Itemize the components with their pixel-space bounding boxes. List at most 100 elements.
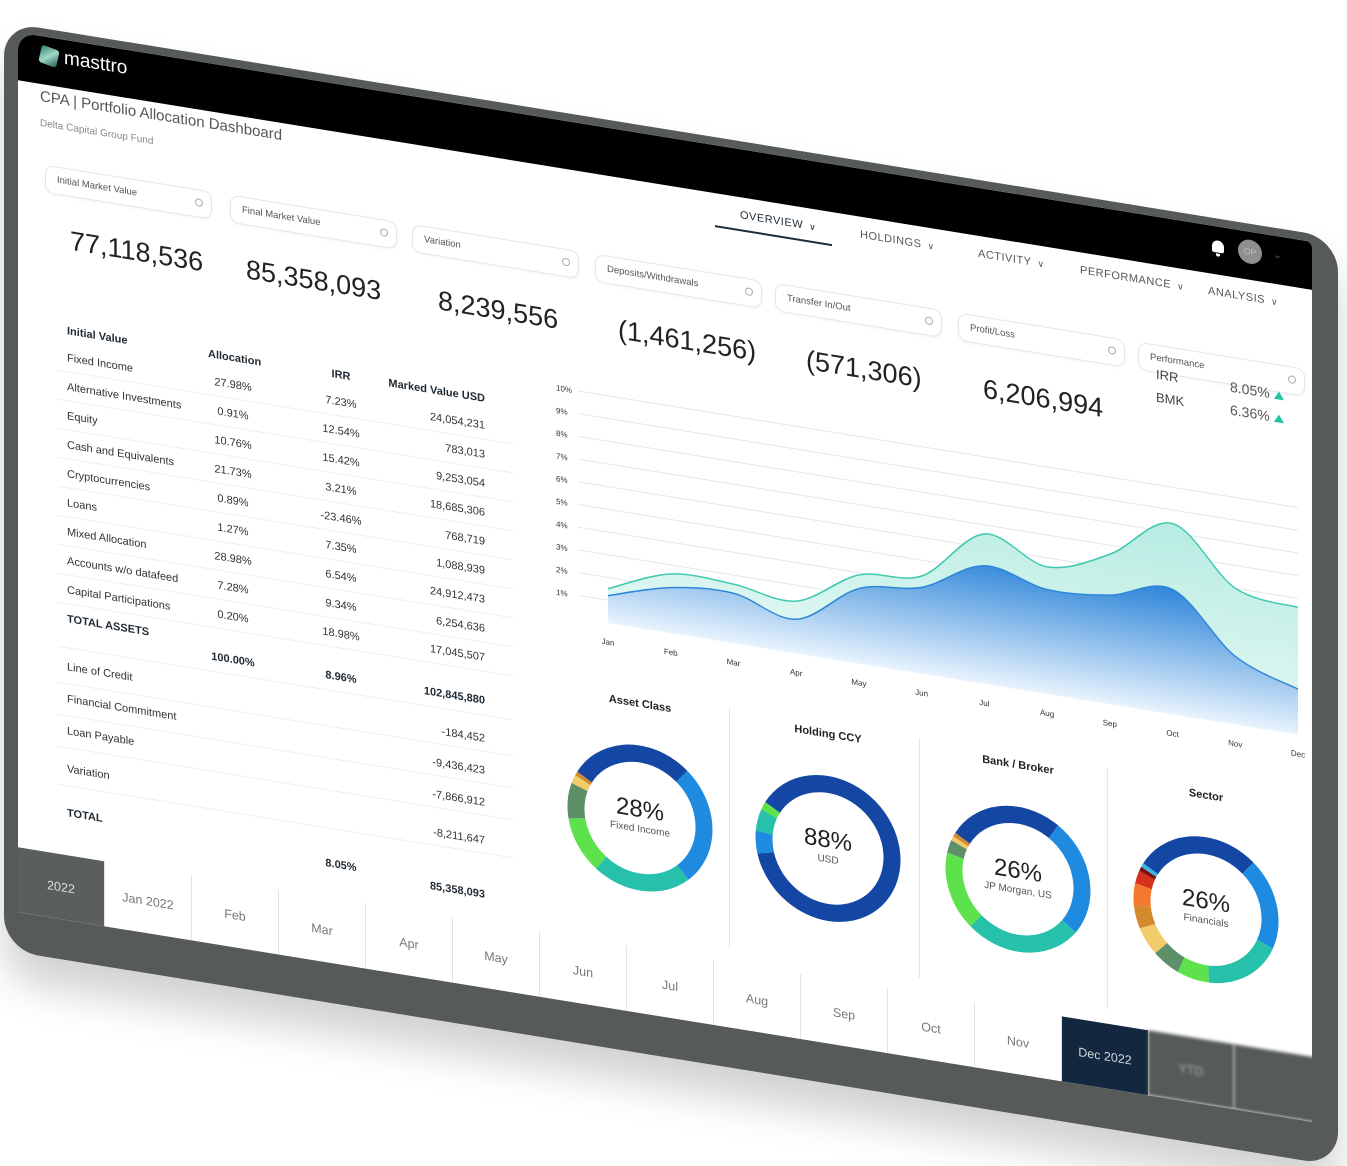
info-icon[interactable]: [380, 227, 388, 238]
kpi-value: 6,206,994: [983, 373, 1104, 424]
tab-analysis[interactable]: ANALYSIS ∨: [1208, 285, 1278, 308]
info-icon[interactable]: [1108, 345, 1116, 356]
donut-segment[interactable]: [558, 727, 722, 909]
donut-asset-class[interactable]: Asset Class 28% Fixed Income: [547, 683, 733, 953]
chevron-down-icon: ∨: [927, 240, 935, 252]
chevron-down-icon: ∨: [809, 221, 817, 233]
total-assets-allocation: 100.00%: [211, 650, 255, 670]
donut-segment[interactable]: [1124, 818, 1288, 1000]
x-tick-label: May: [851, 677, 866, 688]
period-tab[interactable]: Oct: [887, 988, 974, 1068]
y-tick-label: 6%: [556, 474, 568, 485]
period-tab[interactable]: Nov: [974, 1002, 1061, 1082]
row-irr: 6.54%: [325, 568, 357, 586]
y-tick-label: 8%: [556, 429, 568, 440]
tab-performance[interactable]: PERFORMANCE ∨: [1080, 264, 1184, 293]
period-tab[interactable]: [1234, 1044, 1312, 1122]
tab-holdings[interactable]: HOLDINGS ∨: [860, 229, 935, 253]
donut-charts: Asset Class 28% Fixed Income Holding CCY 88%…: [18, 32, 1312, 1009]
y-tick-label: 7%: [556, 452, 568, 463]
donut-segment[interactable]: [1124, 818, 1288, 1000]
row-allocation: 10.76%: [214, 434, 252, 453]
period-tab[interactable]: Jan 2022: [104, 861, 191, 941]
logo-mark-icon: [38, 44, 60, 69]
period-tab[interactable]: Jun: [539, 931, 626, 1011]
device-frame: masttro OP ⌄ CPA | Portfolio Allocation …: [4, 22, 1338, 1166]
kpi-card-5[interactable]: Profit/Loss: [958, 312, 1125, 368]
x-tick-label: Feb: [664, 647, 678, 658]
y-tick-label: 9%: [556, 406, 568, 417]
period-tab[interactable]: Apr: [365, 903, 452, 983]
donut-title: Sector: [1188, 786, 1224, 805]
kpi-value: (571,306): [806, 344, 922, 394]
info-icon[interactable]: [745, 287, 753, 297]
table-header-label: Initial Value: [67, 325, 128, 348]
info-icon[interactable]: [562, 257, 570, 267]
page-subtitle: Delta Capital Group Fund: [40, 117, 154, 148]
donut-title: Holding CCY: [794, 723, 862, 746]
chevron-down-icon[interactable]: ⌄: [1272, 248, 1282, 262]
donut-segment[interactable]: [1124, 818, 1288, 1000]
bell-icon[interactable]: [1212, 239, 1224, 254]
table-header-marked-value: Marked Value USD: [388, 377, 485, 405]
donut-segment[interactable]: [558, 727, 722, 909]
row-irr: 9.34%: [325, 597, 357, 615]
info-icon[interactable]: [1288, 374, 1296, 385]
row-divider: [58, 369, 513, 445]
trend-up-icon: [1273, 390, 1284, 401]
kpi-card-4[interactable]: Transfer In/Out: [775, 282, 942, 338]
donut-sector[interactable]: Sector 26% Financials: [1113, 775, 1299, 1045]
tab-activity[interactable]: ACTIVITY ∨: [978, 248, 1045, 271]
kpi-card-3[interactable]: Deposits/Withdrawals: [595, 253, 762, 309]
table-header-irr: IRR: [331, 368, 351, 384]
row-label: Fixed Income: [67, 352, 134, 375]
info-icon[interactable]: [195, 197, 203, 208]
row-allocation: 0.91%: [217, 405, 249, 423]
period-tab[interactable]: Jul: [626, 945, 713, 1025]
tab-overview[interactable]: OVERVIEW ∨: [740, 209, 816, 233]
dashboard-screen: masttro OP ⌄ CPA | Portfolio Allocation …: [18, 32, 1312, 1122]
performance-area-chart: 1% 2% 3% 4% 5% 6% 7% 8% 9% 10% Jan Feb Mar Apr May Jun J…: [556, 383, 1305, 759]
kpi-card-1[interactable]: Final Market Value: [230, 194, 397, 250]
liability-label: Loan Payable: [67, 725, 135, 749]
donut-segment[interactable]: [936, 788, 1100, 970]
period-tab[interactable]: Mar: [278, 889, 365, 969]
y-tick-label: 2%: [556, 565, 568, 576]
logo[interactable]: masttro: [38, 44, 127, 80]
donut-ring: [558, 727, 722, 909]
period-tab[interactable]: Feb: [191, 875, 278, 955]
y-tick-label: 3%: [556, 542, 568, 553]
tab-label: ANALYSIS: [1208, 285, 1265, 307]
gridline: [578, 390, 1298, 509]
x-tick-label: Oct: [1166, 728, 1179, 739]
donut-segment[interactable]: [936, 788, 1100, 970]
kpi-card-2[interactable]: Variation: [412, 224, 579, 280]
avatar[interactable]: OP: [1238, 237, 1262, 266]
period-tab[interactable]: 2022: [18, 847, 104, 927]
period-tab[interactable]: Dec 2022: [1061, 1016, 1148, 1096]
donut-segment[interactable]: [936, 788, 1100, 970]
row-divider: [58, 572, 513, 648]
kpi-card-0[interactable]: Initial Market Value: [45, 164, 212, 220]
top-bar: masttro OP ⌄: [18, 32, 1312, 290]
period-tab[interactable]: Aug: [713, 959, 800, 1039]
row-allocation: 7.28%: [217, 579, 249, 597]
donut-holding-ccy[interactable]: Holding CCY 88% USD: [735, 713, 921, 983]
row-irr: 12.54%: [322, 422, 360, 441]
liability-label: Variation: [67, 763, 110, 783]
donut-bank-broker[interactable]: Bank / Broker 26% JP Morgan, US: [925, 744, 1111, 1014]
series-line-0: [607, 522, 1299, 609]
row-divider: [58, 456, 513, 532]
tab-label: ACTIVITY: [978, 247, 1032, 269]
period-tab[interactable]: May: [452, 917, 539, 997]
donut-segment[interactable]: [746, 757, 910, 939]
row-irr: 3.21%: [325, 481, 357, 499]
period-tab[interactable]: Sep: [800, 973, 887, 1054]
info-icon[interactable]: [925, 316, 933, 326]
donut-segment[interactable]: [558, 727, 722, 909]
donut-ring: [936, 788, 1100, 970]
period-tab[interactable]: YTD: [1148, 1030, 1234, 1110]
x-tick-label: Aug: [1040, 708, 1054, 719]
donut-ring: [746, 757, 910, 939]
kpi-value: 77,118,536: [70, 225, 204, 278]
